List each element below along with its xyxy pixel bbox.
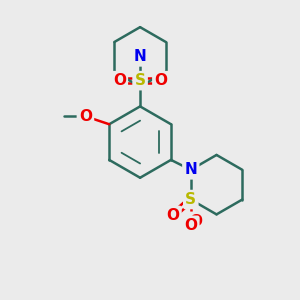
- Text: O: O: [113, 73, 126, 88]
- Text: N: N: [134, 50, 146, 64]
- Text: O: O: [189, 214, 202, 229]
- Text: S: S: [135, 73, 146, 88]
- Text: O: O: [79, 109, 92, 124]
- Text: N: N: [184, 162, 197, 177]
- Text: O: O: [167, 208, 179, 223]
- Text: S: S: [185, 192, 196, 207]
- Text: O: O: [184, 218, 197, 233]
- Text: O: O: [154, 73, 167, 88]
